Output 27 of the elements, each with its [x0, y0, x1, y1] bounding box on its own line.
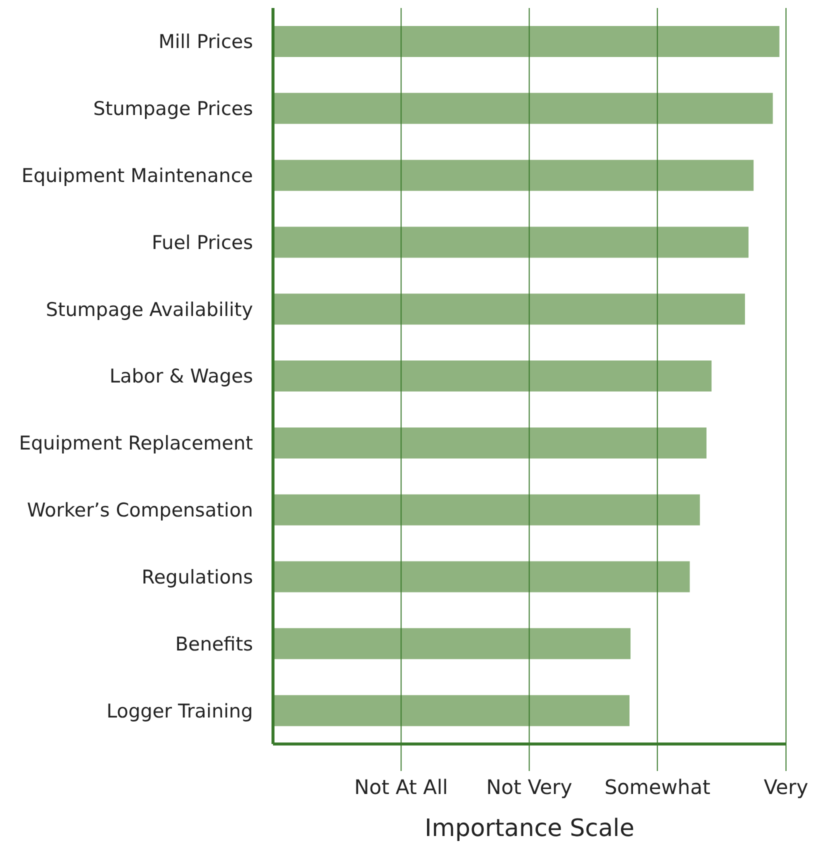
y-tick-label: Logger Training [106, 700, 253, 722]
x-axis-title: Importance Scale [424, 814, 634, 842]
y-tick-label: Equipment Replacement [18, 432, 253, 455]
bar [273, 160, 754, 191]
y-tick-label: Stumpage Prices [93, 98, 253, 120]
y-tick-label: Labor & Wages [110, 366, 253, 388]
bar [273, 226, 749, 258]
bar [273, 561, 690, 592]
bar [273, 695, 630, 726]
bar [273, 26, 780, 57]
ref-line-label: Very [764, 775, 808, 799]
ref-line-label: Not At All [354, 775, 448, 799]
bar [273, 494, 700, 526]
y-tick-label: Fuel Prices [152, 232, 253, 254]
ref-line-label: Not Very [486, 775, 572, 799]
bar [273, 294, 745, 325]
y-tick-label: Mill Prices [158, 31, 253, 54]
y-tick-label: Equipment Maintenance [21, 165, 253, 188]
bar [273, 427, 706, 458]
y-tick-label: Worker’s Compensation [26, 500, 253, 522]
y-tick-label: Regulations [142, 566, 253, 588]
y-tick-label: Benefits [175, 633, 253, 656]
bar [273, 360, 712, 392]
y-tick-label: Stumpage Availability [46, 298, 253, 321]
ref-line-label: Somewhat [604, 775, 710, 799]
bar [273, 92, 773, 124]
bar [273, 628, 631, 660]
